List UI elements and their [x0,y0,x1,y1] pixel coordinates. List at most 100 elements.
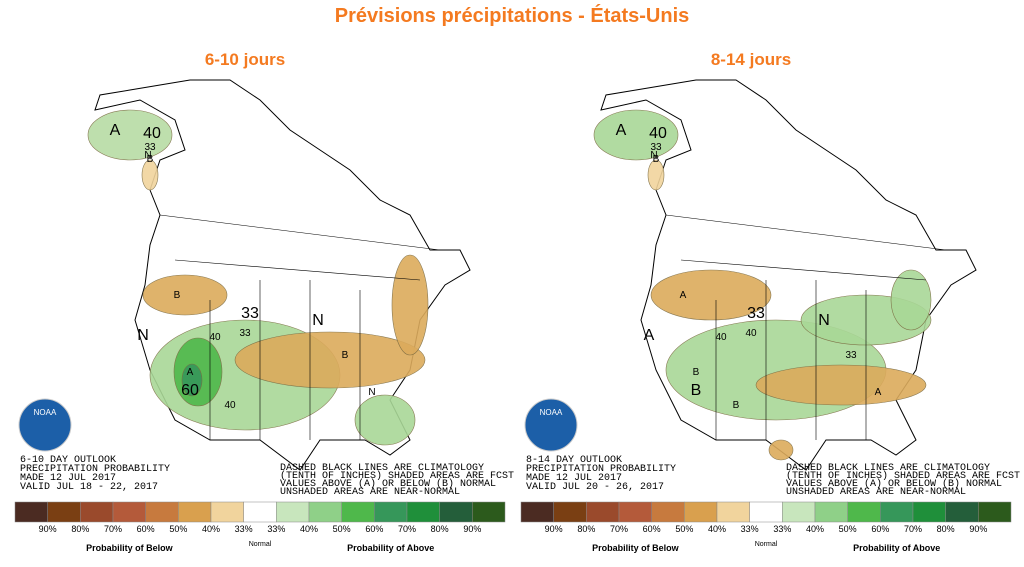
legend-label: 60% [137,524,155,534]
legend-swatch [912,501,946,523]
map-label: 33 [747,305,765,322]
legend-swatch [112,501,146,523]
legend-swatch [847,501,881,523]
legend-caption: Probability of Above [347,543,434,553]
forecast-area [650,269,772,321]
map-label: 40 [745,328,757,339]
forecast-area [391,254,429,356]
map-label: 33 [845,350,857,361]
legend-normal: Normal [755,541,778,548]
legend-caption: Probability of Below [592,543,680,553]
legend-label: 90% [545,524,563,534]
map-label: N [144,150,151,161]
legend-swatch [406,501,440,523]
legend-label: 60% [871,524,889,534]
map-label: 33 [239,328,251,339]
legend-label: 80% [937,524,955,534]
map-label: 33 [650,142,662,153]
legend-swatch [978,501,1012,523]
legend-caption: Probability of Above [853,543,940,553]
note-text: (TENTH OF INCHES) SHADED AREAS ARE FCST [786,470,1020,482]
state-lines [665,214,947,440]
page-title: Prévisions précipitations - États-Unis [335,4,690,27]
map-label: B [653,154,660,165]
map-label: A [680,290,687,301]
legend-swatch [651,501,685,523]
legend-swatch [210,501,244,523]
legend-label: 80% [71,524,89,534]
legend-label: 90% [463,524,481,534]
map-label: 40 [715,332,727,343]
legend-swatch [716,501,750,523]
legend-swatch [520,501,554,523]
map-label: B [147,154,154,165]
legend-swatch [178,501,212,523]
forecast-area [141,159,159,191]
legend-label: 90% [39,524,57,534]
outlook-text: 6-10 DAY OUTLOOK [20,455,116,466]
legend-swatch [145,501,179,523]
map-label: N [368,387,375,398]
forecast-area [354,394,416,446]
legend-label: 40% [300,524,318,534]
map-label: B [174,290,181,301]
map-label: N [312,312,324,329]
state-lines [159,214,441,440]
map-label: N [650,150,657,161]
legend-label: 40% [202,524,220,534]
outlook-text: PRECIPITATION PROBABILITY [526,464,676,475]
legend-label: 60% [643,524,661,534]
forecast-area [87,109,173,161]
legend-label: 50% [333,524,351,534]
legend-label: 50% [169,524,187,534]
note-text: UNSHADED AREAS ARE NEAR-NORMAL [786,487,966,498]
legend-label: 50% [839,524,857,534]
note-text: VALUES ABOVE (A) OR BELOW (B) NORMAL [786,478,1002,490]
panel-heading: 6-10 jours [205,50,285,69]
outlook-text: 8-14 DAY OUTLOOK [526,455,622,466]
note-text: DASHED BLACK LINES ARE CLIMATOLOGY [280,463,484,474]
legend-swatch [553,501,587,523]
legend-swatch [14,501,48,523]
forecast-area [755,364,927,406]
legend-label: 70% [904,524,922,534]
outlook-text: PRECIPITATION PROBABILITY [20,464,170,475]
legend-swatch [749,501,783,523]
outlook-text: VALID JUL 18 - 22, 2017 [20,482,158,493]
legend-swatch [945,501,979,523]
note-text: (TENTH OF INCHES) SHADED AREAS ARE FCST [280,470,514,482]
outlook-text: MADE 12 JUL 2017 [20,473,116,484]
map-label: B [693,367,700,378]
note-text: UNSHADED AREAS ARE NEAR-NORMAL [280,487,460,498]
map-label: 40 [649,125,667,142]
legend-label: 70% [398,524,416,534]
legend-label: 80% [431,524,449,534]
note-text: VALUES ABOVE (A) OR BELOW (B) NORMAL [280,478,496,490]
legend-caption: Probability of Below [86,543,174,553]
legend-swatch [586,501,620,523]
map-label: B [733,400,740,411]
legend-label: 33% [235,524,253,534]
legend-label: 70% [610,524,628,534]
map-label: 40 [209,332,221,343]
map-label: N [818,312,830,329]
logo-text: NOAA [34,408,57,417]
legend-label: 90% [969,524,987,534]
legend-label: 80% [577,524,595,534]
panel-heading: 8-14 jours [711,50,791,69]
legend-swatch [276,501,310,523]
legend-label: 50% [675,524,693,534]
map-label: A [187,367,194,378]
legend-swatch [439,501,473,523]
note-text: DASHED BLACK LINES ARE CLIMATOLOGY [786,463,990,474]
legend-swatch [472,501,506,523]
legend-label: 70% [104,524,122,534]
map-label: 40 [143,125,161,142]
outlook-text: MADE 12 JUL 2017 [526,473,622,484]
legend-swatch [782,501,816,523]
map-label: A [110,122,121,139]
forecast-area [234,331,426,389]
legend-swatch [814,501,848,523]
map-label: A [616,122,627,139]
